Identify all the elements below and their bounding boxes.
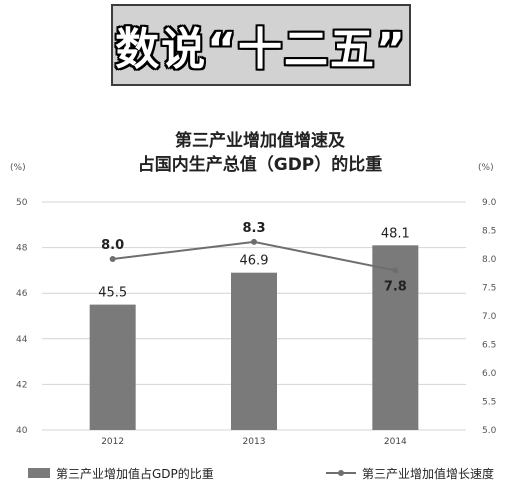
line-value-label: 7.8 xyxy=(384,279,407,294)
right-axis-tick: 8.5 xyxy=(482,227,496,237)
banner-title: 数说“十二五” xyxy=(115,24,407,75)
right-axis-tick: 6.5 xyxy=(482,341,496,351)
left-axis-tick: 40 xyxy=(16,426,28,436)
bar xyxy=(231,272,277,430)
right-axis-tick: 5.5 xyxy=(482,398,496,408)
x-axis-tick: 2013 xyxy=(243,437,266,447)
x-axis-tick: 2012 xyxy=(101,437,124,447)
right-axis-tick: 7.5 xyxy=(482,284,496,294)
right-axis-unit: (%) xyxy=(478,163,494,173)
left-axis-tick: 44 xyxy=(16,335,28,345)
legend-line-marker xyxy=(338,470,344,476)
line-value-label: 8.3 xyxy=(242,221,265,236)
title-banner: 数说“十二五” xyxy=(111,4,411,86)
right-axis-tick: 5.0 xyxy=(482,426,497,436)
bar-value-label: 45.5 xyxy=(98,286,127,301)
bar xyxy=(372,245,419,430)
line-point xyxy=(109,256,116,262)
left-axis-tick: 48 xyxy=(16,244,28,254)
bar xyxy=(89,304,136,430)
right-axis-tick: 8.0 xyxy=(482,255,497,265)
line-point xyxy=(392,267,399,274)
right-axis-tick: 6.0 xyxy=(482,369,497,379)
bar-value-label: 48.1 xyxy=(381,226,410,241)
x-axis-tick: 2014 xyxy=(384,437,407,447)
right-axis-tick: 9.0 xyxy=(482,198,497,208)
left-axis-tick: 42 xyxy=(16,380,27,390)
legend-bar-swatch xyxy=(28,468,50,478)
left-axis-unit: (%) xyxy=(10,163,26,173)
legend-line-label: 第三产业增加值增长速度 xyxy=(362,466,494,481)
legend-bar-label: 第三产业增加值占GDP的比重 xyxy=(56,466,214,481)
chart-title-line: 占国内生产总值（GDP）的比重 xyxy=(138,154,383,175)
line-point xyxy=(251,238,257,245)
chart-title-line: 第三产业增加值增速及 xyxy=(175,130,346,151)
line-value-label: 8.0 xyxy=(101,238,124,253)
left-axis-tick: 46 xyxy=(16,289,28,299)
right-axis-tick: 7.0 xyxy=(482,312,497,322)
left-axis-tick: 50 xyxy=(16,198,28,208)
bar-value-label: 46.9 xyxy=(240,254,269,269)
